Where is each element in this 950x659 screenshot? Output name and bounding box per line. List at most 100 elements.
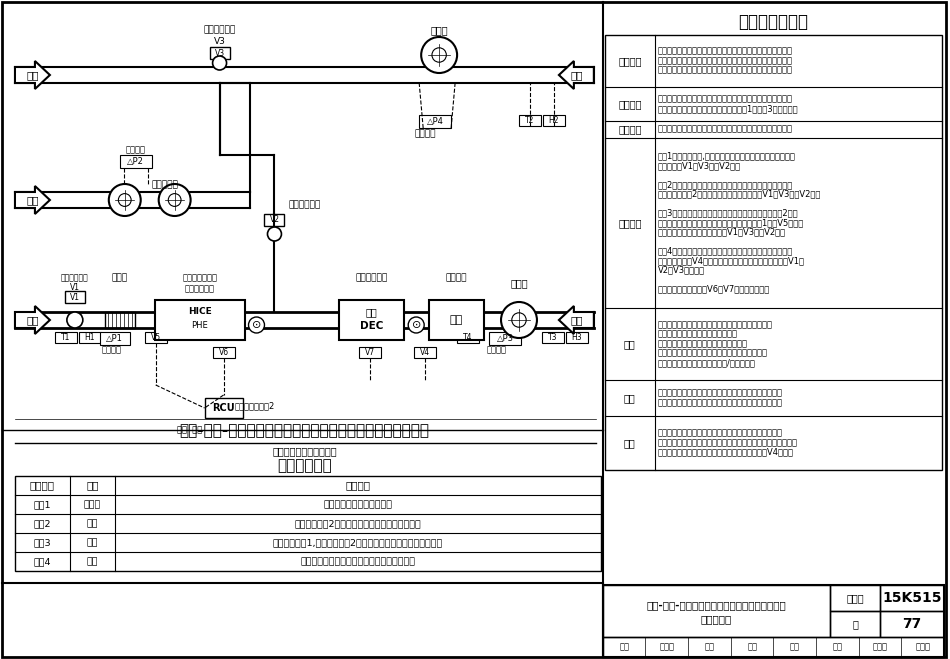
Text: 页: 页 xyxy=(852,619,858,629)
Text: 设计: 设计 xyxy=(832,643,843,652)
Text: 间接蒸发冷却1,间接蒸发冷却2、直接蒸发冷却、送、回、排风机: 间接蒸发冷却1,间接蒸发冷却2、直接蒸发冷却、送、回、排风机 xyxy=(273,538,443,547)
Text: 送风机: 送风机 xyxy=(510,278,528,288)
Text: V3: V3 xyxy=(215,49,224,57)
Text: 工况3: 工况3 xyxy=(33,538,51,547)
Text: 木木: 木木 xyxy=(450,315,464,325)
Text: 夏季: 夏季 xyxy=(86,519,98,528)
Bar xyxy=(830,585,881,611)
Bar xyxy=(15,476,600,571)
Bar xyxy=(213,347,235,358)
Text: ⊙: ⊙ xyxy=(252,320,261,330)
Text: 工况3：全新风运行，送、回风机定转速，间接蒸发冷却2变频: 工况3：全新风运行，送、回风机定转速，间接蒸发冷却2变频 xyxy=(657,209,798,217)
Text: 强天作: 强天作 xyxy=(659,643,674,652)
Text: T1: T1 xyxy=(61,333,70,342)
Bar xyxy=(414,347,436,358)
Bar xyxy=(429,300,484,340)
Text: H1: H1 xyxy=(85,333,95,342)
Text: 监测: 监测 xyxy=(624,339,636,349)
Text: ⊙: ⊙ xyxy=(411,320,421,330)
Circle shape xyxy=(408,317,424,333)
Text: V2、V3的开度。: V2、V3的开度。 xyxy=(657,266,705,275)
Text: 动调节风阀V1、V3开，V2关。: 动调节风阀V1、V3开，V2关。 xyxy=(657,161,741,170)
Bar xyxy=(881,585,944,611)
Text: 回风: 回风 xyxy=(571,70,583,80)
Text: 审核: 审核 xyxy=(619,643,629,652)
Circle shape xyxy=(109,184,141,216)
Text: 运行配置说明: 运行配置说明 xyxy=(277,459,332,474)
Text: 水泵启停、风机启停、电动风阀和水阀、变频器开关及调速。: 水泵启停、风机启停、电动风阀和水阀、变频器开关及调速。 xyxy=(657,125,792,134)
Text: 间接-间接-直接三级全空气蒸发冷却通风空调系统控制原理图: 间接-间接-直接三级全空气蒸发冷却通风空调系统控制原理图 xyxy=(180,424,429,438)
Text: 排风: 排风 xyxy=(27,195,39,205)
Text: 间接蒸发冷却2、直接蒸发冷却、送、回、排风机: 间接蒸发冷却2、直接蒸发冷却、送、回、排风机 xyxy=(294,519,421,528)
Circle shape xyxy=(119,194,131,206)
Text: DEC: DEC xyxy=(360,321,384,331)
Polygon shape xyxy=(15,61,50,89)
Text: 报警: 报警 xyxy=(624,438,636,448)
Text: 夏季: 夏季 xyxy=(86,538,98,547)
Text: 压差报警: 压差报警 xyxy=(102,345,122,355)
Text: V7: V7 xyxy=(365,348,375,357)
Text: 运行设备: 运行设备 xyxy=(345,480,370,490)
Text: 本原理图为包含内冷式间接蒸发冷却、外冷式间接蒸发冷却、: 本原理图为包含内冷式间接蒸发冷却、外冷式间接蒸发冷却、 xyxy=(657,47,792,56)
Text: 变频器工作状态及频率、风机手/自动转换。: 变频器工作状态及频率、风机手/自动转换。 xyxy=(657,358,755,367)
Text: 控制原理: 控制原理 xyxy=(618,99,641,109)
Circle shape xyxy=(66,312,83,328)
Circle shape xyxy=(249,317,264,333)
Text: 工况4: 工况4 xyxy=(33,557,51,566)
Bar xyxy=(100,332,130,345)
Text: T2: T2 xyxy=(525,116,535,125)
Circle shape xyxy=(421,37,457,73)
Text: 运行工况: 运行工况 xyxy=(29,480,55,490)
Text: 送风机启停与各电动调节风阀、电动调节水阀联动开闭；: 送风机启停与各电动调节风阀、电动调节水阀联动开闭； xyxy=(657,389,783,397)
Text: 回风机: 回风机 xyxy=(430,25,448,35)
Text: 新风: 新风 xyxy=(27,315,39,325)
Text: 工况2: 工况2 xyxy=(33,519,51,528)
Text: 控制原理图: 控制原理图 xyxy=(701,614,732,624)
Bar xyxy=(104,312,135,328)
Text: PHE: PHE xyxy=(191,320,208,330)
Circle shape xyxy=(159,184,191,216)
Text: V4: V4 xyxy=(420,348,430,357)
Bar xyxy=(830,611,881,637)
Text: 直接蒸发冷却段水泵的启停及工作状态；: 直接蒸发冷却段水泵的启停及工作状态； xyxy=(657,339,748,348)
Text: 冬季防冻温度低于设定值时，系统报警且电动水阀V4开大。: 冬季防冻温度低于设定值时，系统报警且电动水阀V4开大。 xyxy=(657,447,793,457)
Text: 控制要求及说明: 控制要求及说明 xyxy=(738,13,808,31)
Text: V2: V2 xyxy=(270,215,279,225)
Text: 风阀和电动调节水阀的开度。夏季按工况1至工况3顺序运行。: 风阀和电动调节水阀的开度。夏季按工况1至工况3顺序运行。 xyxy=(657,104,798,113)
Text: T4: T4 xyxy=(464,333,473,342)
Bar xyxy=(519,115,541,126)
Text: △P1: △P1 xyxy=(106,334,124,343)
Text: V5: V5 xyxy=(151,333,161,342)
Text: 压差监测: 压差监测 xyxy=(414,130,436,138)
Bar xyxy=(339,300,404,340)
Text: HICE: HICE xyxy=(188,308,212,316)
Text: 联锁: 联锁 xyxy=(624,393,636,403)
Text: 风机启动后送、出口两侧压差低于设定值时，自动报警；: 风机启动后送、出口两侧压差低于设定值时，自动报警； xyxy=(657,429,783,438)
Text: 制电动调节水阀V4的开度；根据新风比控制电动调节风阀V1、: 制电动调节水阀V4的开度；根据新风比控制电动调节风阀V1、 xyxy=(657,256,805,266)
Text: 汪超: 汪超 xyxy=(747,643,757,652)
Text: V3: V3 xyxy=(214,38,225,47)
Bar xyxy=(603,585,944,657)
Text: 工况4：最小新风量运行，送、回风机定转速，由回风温度控: 工况4：最小新风量运行，送、回风机定转速，由回风温度控 xyxy=(657,246,793,256)
Text: 工况1: 工况1 xyxy=(33,500,51,509)
Text: 图集号: 图集号 xyxy=(846,593,865,603)
Bar xyxy=(603,637,944,657)
Text: 送风: 送风 xyxy=(571,315,583,325)
Text: 压差监测: 压差监测 xyxy=(125,146,145,154)
Circle shape xyxy=(512,313,526,328)
Circle shape xyxy=(213,56,226,70)
Text: 器调到最大，室温由室内温度控制间接蒸发冷却1阀门V5调节；: 器调到最大，室温由室内温度控制间接蒸发冷却1阀门V5调节； xyxy=(657,218,804,227)
Circle shape xyxy=(168,194,181,206)
Bar xyxy=(489,332,521,345)
Text: 过滤器: 过滤器 xyxy=(112,273,128,283)
Text: 电动调节风阀节；电动调节风阀V1、V3开，V2关。: 电动调节风阀节；电动调节风阀V1、V3开，V2关。 xyxy=(657,228,786,237)
Text: 新风（室外）、回风（室内）、送风的温度和湿度；: 新风（室外）、回风（室内）、送风的温度和湿度； xyxy=(657,320,772,330)
Bar xyxy=(543,115,565,126)
Text: △P2: △P2 xyxy=(127,157,144,166)
Text: 任一工况下，电动水阀V6和V7定期进行排污。: 任一工况下，电动水阀V6和V7定期进行排污。 xyxy=(657,285,770,294)
Text: 送风机、回风机的启停和工作状态；: 送风机、回风机的启停和工作状态； xyxy=(657,330,738,339)
Text: 根据室内温度控制水泵的启停、风机的启停及转速、电动调节: 根据室内温度控制水泵的启停、风机的启停及转速、电动调节 xyxy=(657,94,792,103)
Text: 间接-间接-直接三级全空气蒸发冷却通风空调系统: 间接-间接-直接三级全空气蒸发冷却通风空调系统 xyxy=(647,600,787,610)
Text: 季节: 季节 xyxy=(86,480,99,490)
Text: 直接蒸发冷却的三级蒸发冷却系统控制。实际使用中可根据设: 直接蒸发冷却的三级蒸发冷却系统控制。实际使用中可根据设 xyxy=(657,56,792,65)
